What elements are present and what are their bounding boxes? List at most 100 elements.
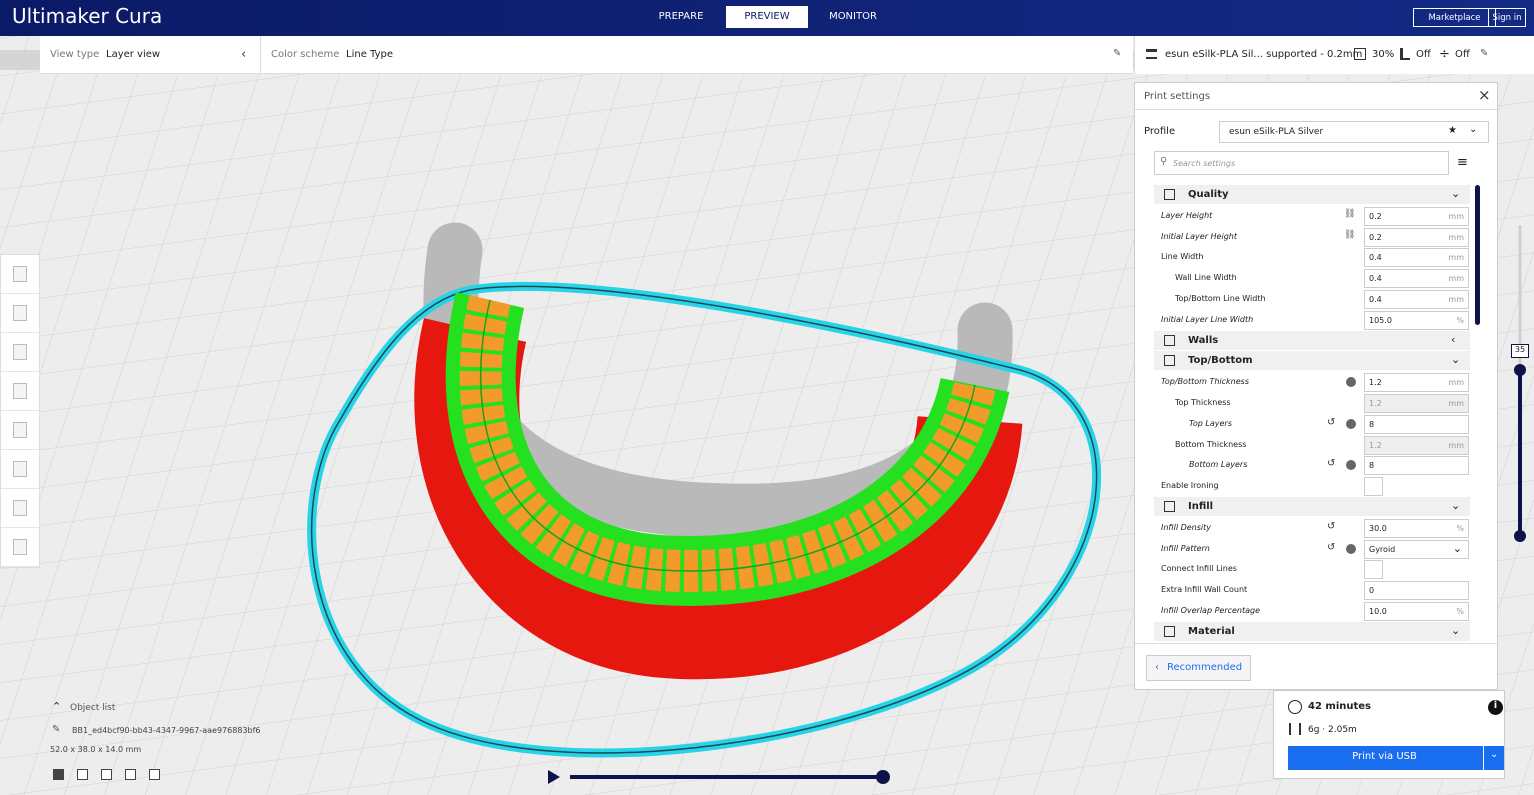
edit-icon[interactable]: ✎ xyxy=(52,724,61,735)
info-icon[interactable] xyxy=(1346,460,1356,471)
camera-button[interactable] xyxy=(53,769,64,780)
collapse-arrow[interactable]: ‹ xyxy=(241,47,247,62)
object-list-title[interactable]: Object list xyxy=(70,703,116,713)
recommended-button[interactable]: ‹ Recommended xyxy=(1146,655,1251,681)
setting-input[interactable]: 8 xyxy=(1364,456,1469,476)
clock-icon xyxy=(1288,700,1302,714)
link-icon[interactable]: ⛓ xyxy=(1344,229,1356,240)
scrollbar[interactable] xyxy=(1475,185,1480,325)
tool-icon xyxy=(13,305,27,321)
camera-button[interactable] xyxy=(101,769,112,780)
section-header[interactable] xyxy=(1154,621,1470,641)
tool-button[interactable] xyxy=(1,294,39,333)
header-button[interactable]: Marketplace xyxy=(1413,8,1496,27)
setting-unit: mm xyxy=(1448,440,1464,450)
tool-button[interactable] xyxy=(1,528,39,567)
setting-label: Infill Pattern xyxy=(1161,543,1210,553)
setting-value: 0.2 xyxy=(1369,232,1382,242)
checkbox[interactable] xyxy=(1364,477,1383,497)
section-chevron[interactable]: ⌄ xyxy=(1451,187,1461,200)
section-header[interactable] xyxy=(1154,330,1470,350)
section-title: Quality xyxy=(1188,189,1229,200)
setting-unit: mm xyxy=(1448,378,1464,388)
info-icon[interactable] xyxy=(1346,377,1356,388)
reset-icon[interactable]: ↺ xyxy=(1327,520,1336,532)
setting-input[interactable]: Gyroid ⌄ xyxy=(1364,539,1469,559)
search-box[interactable]: ⚲ Search settings xyxy=(1154,151,1449,175)
tool-button[interactable] xyxy=(1,333,39,372)
tool-icon xyxy=(13,461,27,477)
setting-input[interactable]: 105.0% xyxy=(1364,310,1469,330)
setting-input[interactable]: 30.0% xyxy=(1364,518,1469,538)
section-title: Top/Bottom xyxy=(1188,355,1253,367)
close-button[interactable]: × xyxy=(1478,86,1491,104)
setting-input[interactable]: 0.4 mm xyxy=(1364,269,1469,289)
info-icon[interactable] xyxy=(1346,418,1356,429)
play-button[interactable] xyxy=(548,770,560,784)
section-chevron[interactable]: ⌄ xyxy=(1451,499,1461,512)
tab[interactable]: PREVIEW xyxy=(726,6,808,28)
section-header[interactable] xyxy=(1154,185,1470,204)
setting-input[interactable]: 1.2 mm xyxy=(1364,373,1469,393)
tool-button[interactable] xyxy=(1,450,39,489)
path-handle[interactable] xyxy=(876,770,890,784)
section-chevron[interactable]: ⌄ xyxy=(1451,623,1461,637)
setting-input[interactable]: 0.2 mm xyxy=(1364,227,1469,247)
reset-icon[interactable]: ↺ xyxy=(1327,416,1336,428)
edit-icon[interactable]: ✎ xyxy=(1113,48,1122,59)
setting-value: 0 xyxy=(1369,586,1375,596)
section-chevron[interactable]: ⌄ xyxy=(1451,353,1461,367)
tool-button[interactable] xyxy=(1,255,39,294)
favorite-icon[interactable]: ★ xyxy=(1448,125,1457,136)
setting-value: 0.4 xyxy=(1369,295,1382,304)
tool-icon xyxy=(13,344,27,360)
layer-handle-bottom[interactable] xyxy=(1514,530,1526,542)
print-time: 42 minutes xyxy=(1308,701,1371,712)
reset-icon[interactable]: ↺ xyxy=(1327,458,1336,470)
setting-unit: mm xyxy=(1448,295,1464,304)
color-scheme[interactable]: Line Type xyxy=(346,49,393,60)
tab[interactable]: MONITOR xyxy=(829,11,877,22)
print-summary[interactable]: esun eSilk-PLA Sil... supported - 0.2mm … xyxy=(1134,36,1534,74)
link-icon[interactable]: ⛓ xyxy=(1344,208,1356,219)
section-header[interactable] xyxy=(1154,351,1470,371)
setting-label: Bottom Layers xyxy=(1189,460,1248,470)
setting-input[interactable]: 8 xyxy=(1364,414,1469,434)
section-header[interactable] xyxy=(1154,497,1470,516)
settings-menu[interactable]: ≡ xyxy=(1457,155,1468,170)
camera-button[interactable] xyxy=(125,769,136,780)
camera-button[interactable] xyxy=(149,769,160,780)
tool-button[interactable] xyxy=(1,372,39,411)
header-button[interactable]: Sign in xyxy=(1488,8,1526,27)
setting-input[interactable]: 0 xyxy=(1364,581,1469,601)
expand-arrow[interactable]: ⌃ xyxy=(52,700,62,713)
layer-handle-top[interactable] xyxy=(1514,364,1526,376)
tool-button[interactable] xyxy=(1,411,39,450)
print-button[interactable]: Print via USB ⌄ xyxy=(1288,746,1504,770)
setting-label: Top/Bottom Thickness xyxy=(1161,377,1249,387)
setting-value: Gyroid xyxy=(1369,544,1396,554)
section-title: Walls xyxy=(1188,334,1219,346)
profile-dropdown[interactable]: esun eSilk-PLA Silver ★ ⌄ xyxy=(1219,121,1489,143)
dropdown-arrow[interactable]: ⌄ xyxy=(1452,541,1462,555)
tab[interactable]: PREPARE xyxy=(658,11,704,22)
camera-button[interactable] xyxy=(77,769,88,780)
setting-input[interactable]: 0.4 mm xyxy=(1364,290,1469,309)
section-chevron[interactable]: ‹ xyxy=(1451,332,1456,346)
info-icon[interactable] xyxy=(1346,543,1356,554)
edit-icon: ✎ xyxy=(1480,48,1489,59)
reset-icon[interactable]: ↺ xyxy=(1327,541,1336,553)
checkbox[interactable] xyxy=(1364,560,1383,580)
print-dropdown[interactable]: ⌄ xyxy=(1490,749,1499,760)
section-title: Infill xyxy=(1188,501,1214,512)
tool-button[interactable] xyxy=(1,489,39,528)
setting-input[interactable]: 0.4 mm xyxy=(1364,248,1469,268)
setting-input[interactable]: 10.0% xyxy=(1364,602,1469,621)
setting-label: Connect Infill Lines xyxy=(1161,564,1237,574)
print-info-card: 42 minutes i 6g · 2.05m Print via USB ⌄ xyxy=(1273,690,1505,779)
info-icon[interactable]: i xyxy=(1488,700,1503,715)
setting-input[interactable]: 0.2 mm xyxy=(1364,206,1469,226)
view-type[interactable]: Layer view xyxy=(106,49,161,60)
setting-label: Infill Density xyxy=(1161,522,1211,532)
setting-input: 1.2 mm xyxy=(1364,435,1469,455)
